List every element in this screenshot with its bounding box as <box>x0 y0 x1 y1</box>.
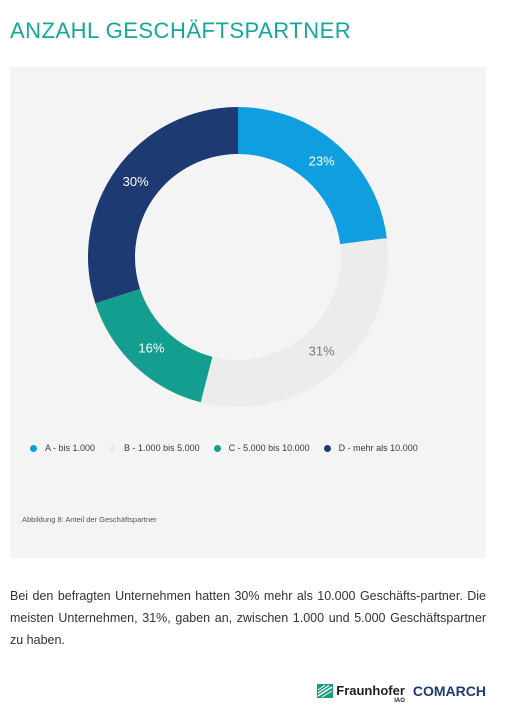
legend-swatch <box>213 444 221 452</box>
legend-swatch <box>109 444 117 452</box>
footer-logos: Fraunhofer IAO COMARCH <box>317 682 486 704</box>
donut-chart: 23% 31% 16% 30% <box>88 107 388 407</box>
slice-value-label: 30% <box>123 174 149 189</box>
donut-slice <box>238 107 387 245</box>
legend-swatch <box>323 444 331 452</box>
body-paragraph: Bei den befragten Unternehmen hatten 30%… <box>10 589 486 647</box>
slice-value-label: 23% <box>309 154 335 169</box>
donut-slice <box>200 238 388 407</box>
legend-item: C - 5.000 bis 10.000 <box>213 443 310 453</box>
fraunhofer-logo-icon <box>317 684 334 698</box>
fraunhofer-logo: Fraunhofer IAO <box>336 682 405 704</box>
slice-value-label: 31% <box>309 343 335 358</box>
legend-item: D - mehr als 10.000 <box>323 443 418 453</box>
chart-panel: 23% 31% 16% 30% A - bis 1.000 B - 1.000 bis … <box>10 67 486 558</box>
legend-item: B - 1.000 bis 5.000 <box>109 443 200 453</box>
legend-label: B - 1.000 bis 5.000 <box>124 443 200 453</box>
legend-item: A - bis 1.000 <box>30 443 95 453</box>
figure-caption: Abbildung 8: Anteil der Geschäftspartner <box>22 515 157 524</box>
chart-legend: A - bis 1.000 B - 1.000 bis 5.000 C - 5.00… <box>30 443 432 453</box>
donut-slice <box>95 288 213 403</box>
donut-slice <box>88 107 238 304</box>
donut-chart-svg: 23% 31% 16% 30% <box>88 107 388 407</box>
fraunhofer-sub: IAO <box>394 698 405 704</box>
legend-label: A - bis 1.000 <box>45 443 96 453</box>
legend-label: D - mehr als 10.000 <box>338 443 418 453</box>
legend-swatch <box>30 444 37 452</box>
slice-value-label: 16% <box>138 341 164 356</box>
fraunhofer-name: Fraunhofer <box>336 683 405 698</box>
legend-label: C - 5.000 bis 10.000 <box>228 443 310 453</box>
comarch-logo: COMARCH <box>412 683 486 699</box>
page-title: ANZAHL GESCHÄFTSPARTNER <box>10 18 352 43</box>
